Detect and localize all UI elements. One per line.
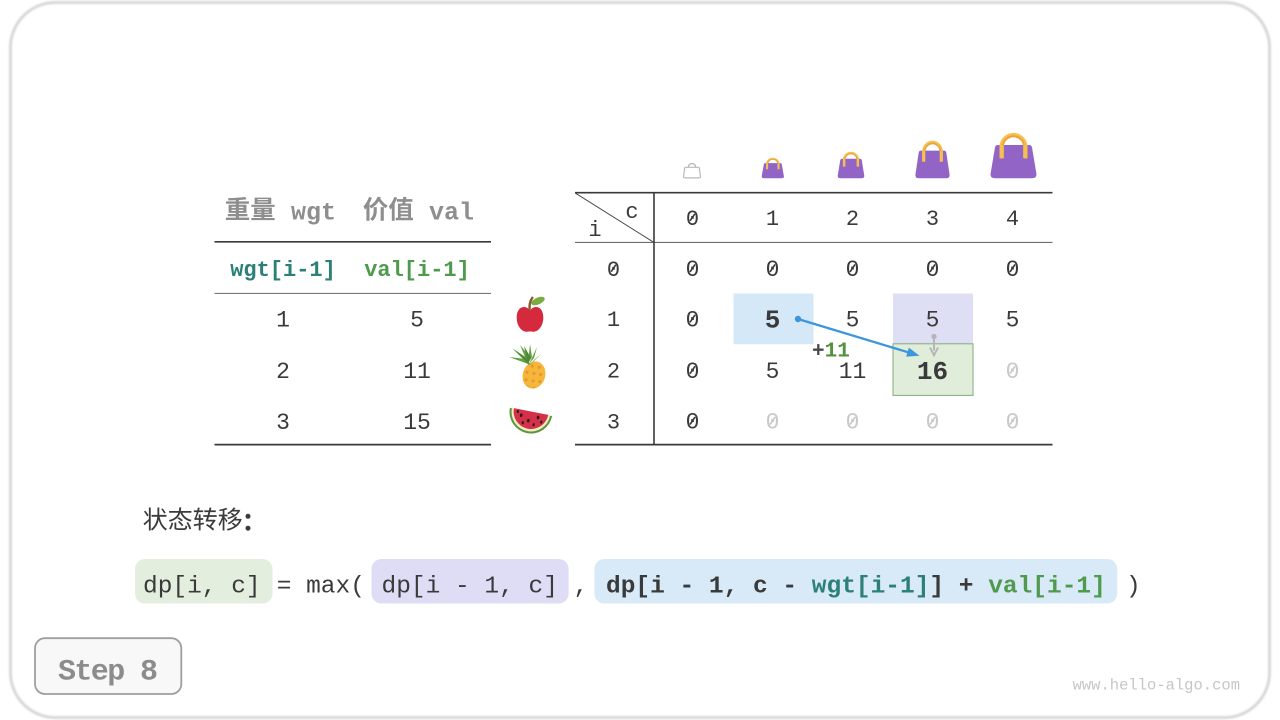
svg-text:0: 0 [686,359,700,385]
svg-text:5: 5 [1006,308,1020,334]
svg-text:wgt[i-1]: wgt[i-1] [812,573,930,600]
svg-text:dp[i - 1, c]: dp[i - 1, c] [382,573,558,600]
svg-text:wgt: wgt [291,198,336,227]
svg-text:16: 16 [917,357,948,387]
svg-text:0: 0 [607,258,620,283]
svg-text:5: 5 [765,306,781,336]
svg-text:2: 2 [846,207,859,232]
svg-text:0: 0 [1006,257,1020,283]
svg-text:= max(: = max( [277,573,365,600]
svg-text:,: , [574,573,589,600]
svg-text:+: + [812,340,825,363]
svg-text:0: 0 [686,410,700,436]
svg-text:11: 11 [839,359,867,385]
svg-text:3: 3 [276,410,290,436]
svg-text:dp[i, c]: dp[i, c] [143,573,261,600]
svg-text:c: c [625,200,638,225]
svg-text:11: 11 [825,340,850,363]
svg-text:11: 11 [403,359,431,385]
svg-text:3: 3 [926,207,939,232]
svg-text:val[i-1]: val[i-1] [364,258,470,283]
svg-text:val[i-1]: val[i-1] [988,573,1106,600]
svg-text:0: 0 [686,308,700,334]
svg-text:2: 2 [607,360,620,385]
svg-text:2: 2 [276,359,290,385]
svg-text:0: 0 [766,257,780,283]
svg-text:] +: ] + [929,573,988,600]
svg-text:5: 5 [410,308,424,334]
svg-text:val: val [429,198,474,227]
svg-text:Step 8: Step 8 [58,656,158,690]
svg-text:5: 5 [926,308,940,334]
svg-text:3: 3 [607,410,620,435]
svg-text:0: 0 [926,410,940,436]
svg-text:5: 5 [766,359,780,385]
svg-text:15: 15 [403,410,431,436]
svg-text:i: i [588,218,601,243]
svg-text:0: 0 [766,410,780,436]
svg-text:1: 1 [766,207,779,232]
svg-text:0: 0 [686,207,699,232]
svg-text:www.hello-algo.com: www.hello-algo.com [1073,676,1240,694]
svg-text:dp[i - 1, c -: dp[i - 1, c - [606,573,812,600]
svg-text:0: 0 [846,410,860,436]
svg-text:0: 0 [1006,410,1020,436]
svg-text:1: 1 [607,308,620,333]
svg-text:5: 5 [846,308,860,334]
svg-text:): ) [1126,573,1141,600]
svg-text:1: 1 [276,308,290,334]
svg-text:0: 0 [926,257,940,283]
svg-text:0: 0 [1006,359,1020,385]
svg-text:0: 0 [686,257,700,283]
svg-text:wgt[i-1]: wgt[i-1] [230,258,336,283]
svg-text:4: 4 [1006,207,1019,232]
svg-text:0: 0 [846,257,860,283]
